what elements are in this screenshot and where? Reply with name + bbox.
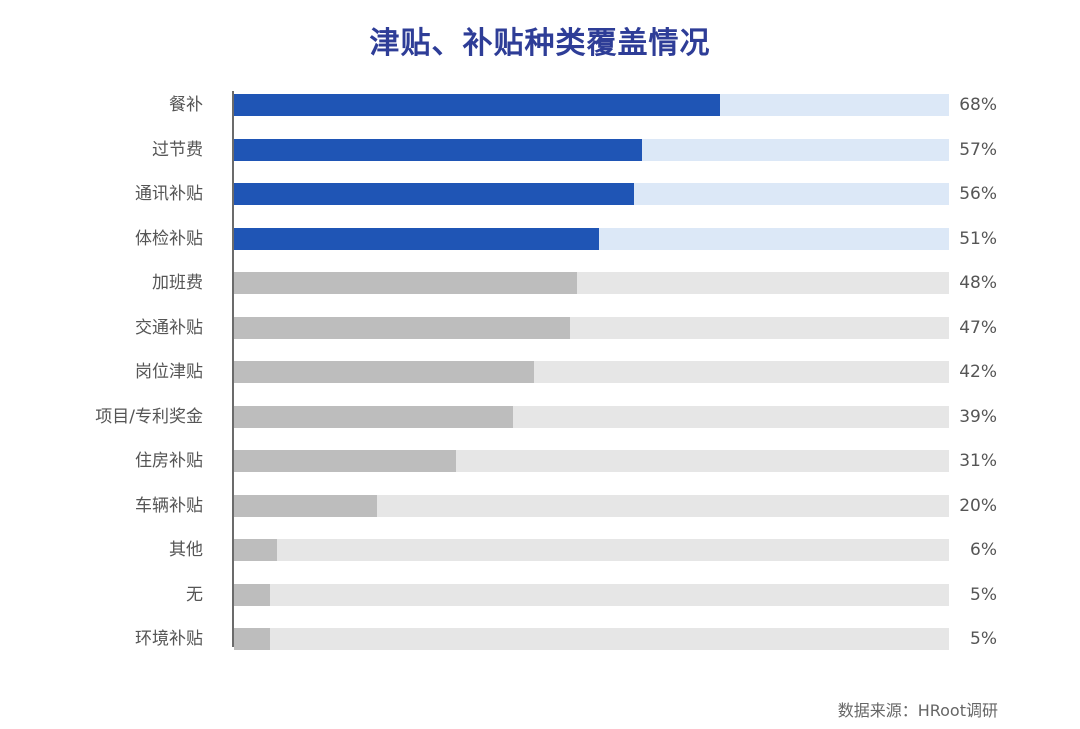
bar-fill — [234, 539, 277, 561]
value-label: 56% — [959, 184, 997, 204]
category-label: 其他 — [169, 540, 203, 560]
bar-fill — [234, 227, 599, 250]
bar-track — [234, 450, 949, 472]
category-label: 岗位津贴 — [135, 362, 203, 382]
category-label: 过节费 — [152, 139, 203, 160]
bar-row: 其他 6% — [0, 539, 1080, 561]
bar-row: 交通补贴 47% — [0, 316, 1080, 339]
bar-track — [234, 227, 949, 250]
value-label: 68% — [959, 95, 997, 115]
bar-fill — [234, 450, 456, 472]
bar-row: 无 5% — [0, 583, 1080, 606]
bar-fill — [234, 272, 578, 294]
bar-row: 住房补贴 31% — [0, 450, 1080, 472]
value-label: 20% — [959, 495, 997, 516]
bar-row: 车辆补贴 20% — [0, 494, 1080, 517]
value-label: 5% — [970, 629, 997, 649]
category-label: 车辆补贴 — [135, 495, 203, 516]
bar-row: 通讯补贴 56% — [0, 183, 1080, 205]
bar-track — [234, 583, 949, 606]
bar-row: 过节费 57% — [0, 138, 1080, 161]
bar-track — [234, 94, 949, 116]
category-label: 无 — [186, 584, 203, 605]
bar-row: 岗位津贴 42% — [0, 361, 1080, 383]
category-label: 餐补 — [169, 95, 203, 115]
bar-fill — [234, 183, 635, 205]
bar-track — [234, 494, 949, 517]
category-label: 体检补贴 — [135, 228, 203, 249]
value-label: 6% — [970, 540, 997, 560]
category-label: 交通补贴 — [135, 317, 203, 338]
bar-track — [234, 539, 949, 561]
value-label: 51% — [959, 228, 997, 249]
bar-track — [234, 138, 949, 161]
category-label: 项目/专利奖金 — [95, 406, 203, 427]
value-label: 5% — [970, 584, 997, 605]
value-label: 42% — [959, 362, 997, 382]
bar-fill — [234, 405, 513, 428]
bar-fill — [234, 361, 535, 383]
category-label: 住房补贴 — [135, 451, 203, 471]
bar-row: 加班费 48% — [0, 272, 1080, 294]
bar-fill — [234, 94, 721, 116]
bar-track — [234, 183, 949, 205]
bar-track — [234, 628, 949, 650]
value-label: 48% — [959, 273, 997, 293]
bar-row: 餐补 68% — [0, 94, 1080, 116]
bar-row: 体检补贴 51% — [0, 227, 1080, 250]
chart-title: 津贴、补贴种类覆盖情况 — [369, 26, 711, 61]
value-label: 31% — [959, 451, 997, 471]
bar-fill — [234, 138, 642, 161]
bar-row: 项目/专利奖金 39% — [0, 405, 1080, 428]
bar-fill — [234, 628, 270, 650]
bar-track — [234, 405, 949, 428]
value-label: 39% — [959, 406, 997, 427]
category-label: 环境补贴 — [135, 629, 203, 649]
bar-track — [234, 361, 949, 383]
bar-fill — [234, 316, 571, 339]
bar-track — [234, 316, 949, 339]
value-label: 57% — [959, 139, 997, 160]
y-axis-line — [232, 91, 234, 647]
data-source-note: 数据来源：HRoot调研 — [837, 701, 998, 720]
bar-row: 环境补贴 5% — [0, 628, 1080, 650]
bar-fill — [234, 494, 377, 517]
value-label: 47% — [959, 317, 997, 338]
category-label: 通讯补贴 — [135, 184, 203, 204]
bar-track — [234, 272, 949, 294]
category-label: 加班费 — [152, 273, 203, 293]
bar-fill — [234, 583, 270, 606]
